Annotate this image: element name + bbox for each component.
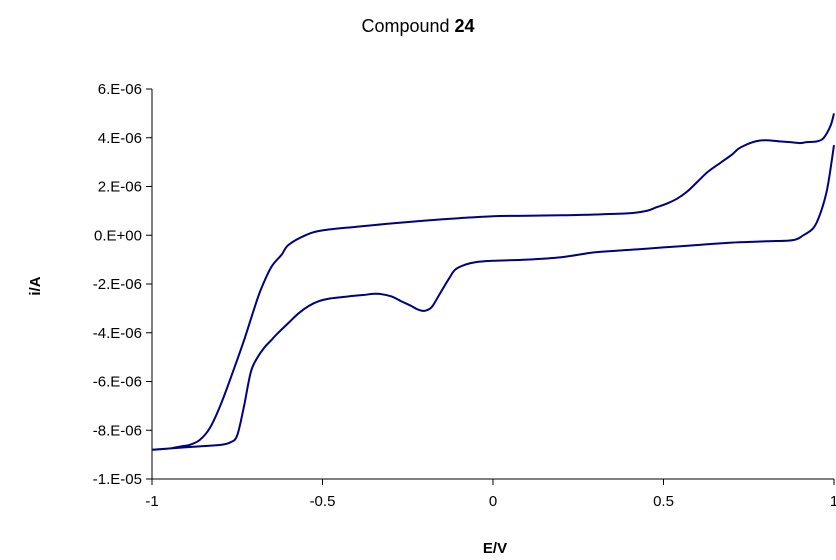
x-tick-label: 0.5 — [653, 493, 674, 510]
y-tick-label: -4.E-06 — [93, 325, 142, 342]
x-tick-label: 0 — [489, 493, 497, 510]
y-axis-title: i/A — [27, 276, 44, 295]
x-tick-label: -0.5 — [310, 493, 336, 510]
chart-title-bold: 24 — [454, 16, 475, 36]
axes-group — [151, 89, 834, 480]
x-tick-label: 1 — [830, 493, 836, 510]
y-tick-label: 6.E-06 — [98, 81, 142, 98]
y-tick-label: -8.E-06 — [93, 422, 142, 439]
chart-title: Compound 24 — [0, 16, 836, 37]
y-ticks-group: 6.E-06 4.E-06 2.E-06 0.E+00 -2.E-06 -4.E-06 -6… — [93, 81, 152, 488]
y-tick-label: 0.E+00 — [94, 227, 142, 244]
x-axis-title: E/V — [483, 540, 507, 557]
series-line — [151, 113, 835, 451]
y-tick-label: 2.E-06 — [98, 179, 142, 196]
y-tick-label: 4.E-06 — [98, 130, 142, 147]
y-tick-label: -2.E-06 — [93, 276, 142, 293]
y-tick-label: -1.E-05 — [93, 471, 142, 488]
x-ticks-group: -1 -0.5 0 0.5 1 — [145, 479, 836, 510]
x-tick-label: -1 — [145, 493, 158, 510]
y-tick-label: -6.E-06 — [93, 374, 142, 391]
chart-title-prefix: Compound — [361, 16, 455, 36]
